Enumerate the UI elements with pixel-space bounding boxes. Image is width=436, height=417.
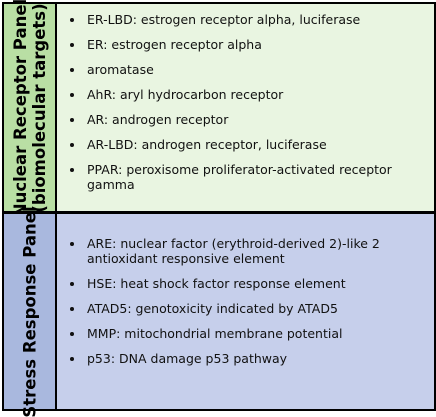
list-item: PPAR: peroxisome proliferator-activated … [69, 162, 426, 192]
list-item: p53: DNA damage p53 pathway [69, 351, 426, 366]
panel-divider [4, 211, 434, 214]
list-item: ER: estrogen receptor alpha [69, 37, 426, 52]
stress-response-panel-title: Stress Response Panel [20, 206, 39, 417]
stress-response-panel: Stress Response Panel ARE: nuclear facto… [4, 206, 434, 417]
nuclear-receptor-panel-content: ER-LBD: estrogen receptor alpha, lucifer… [57, 4, 434, 211]
nuclear-receptor-panel-title-line2: (biomolecular targets) [29, 2, 49, 213]
nuclear-receptor-list: ER-LBD: estrogen receptor alpha, lucifer… [69, 12, 426, 192]
nuclear-receptor-panel-title-line1: Nuclear Receptor Panel [10, 0, 30, 217]
stress-response-panel-label-cell: Stress Response Panel [4, 206, 57, 417]
nuclear-receptor-panel-label-cell: Nuclear Receptor Panel (biomolecular tar… [4, 0, 57, 217]
list-item: AhR: aryl hydrocarbon receptor [69, 87, 426, 102]
nuclear-receptor-panel-title: Nuclear Receptor Panel (biomolecular tar… [11, 0, 49, 217]
list-item: ATAD5: genotoxicity indicated by ATAD5 [69, 301, 426, 316]
list-item: HSE: heat shock factor response element [69, 276, 426, 291]
list-item: MMP: mitochondrial membrane potential [69, 326, 426, 341]
stress-response-panel-title-text: Stress Response Panel [20, 205, 39, 417]
list-item: aromatase [69, 62, 426, 77]
list-item: ER-LBD: estrogen receptor alpha, lucifer… [69, 12, 426, 27]
nuclear-receptor-panel: Nuclear Receptor Panel (biomolecular tar… [4, 0, 434, 217]
list-item: AR: androgen receptor [69, 112, 426, 127]
list-item: ARE: nuclear factor (erythroid-derived 2… [69, 236, 426, 266]
stress-response-panel-content: ARE: nuclear factor (erythroid-derived 2… [57, 214, 434, 409]
list-item: AR-LBD: androgen receptor, luciferase [69, 137, 426, 152]
stress-response-list: ARE: nuclear factor (erythroid-derived 2… [69, 236, 426, 366]
